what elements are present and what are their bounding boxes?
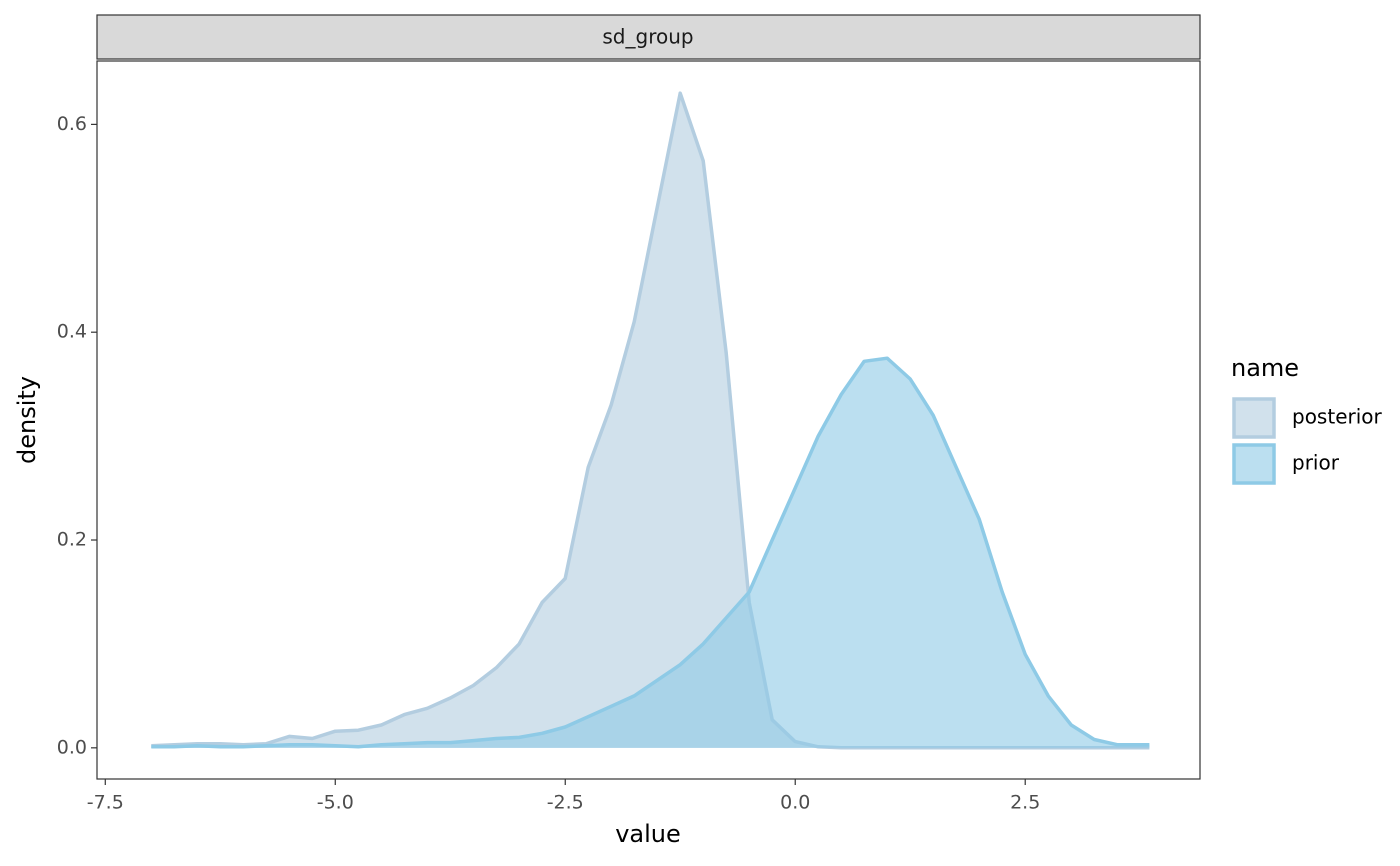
strip-background	[96, 14, 1201, 60]
y-tick-label: 0.6	[57, 113, 87, 135]
x-tick-label: 2.5	[1010, 792, 1040, 814]
strip-label: sd_group	[602, 25, 693, 49]
legend-label: posterior	[1292, 405, 1383, 429]
density-line	[151, 356, 1150, 749]
legend-title: name	[1231, 354, 1299, 382]
x-tick-label: -2.5	[547, 792, 584, 814]
density-area	[151, 358, 1150, 748]
y-tick-label: 0.4	[57, 321, 87, 343]
legend-label: prior	[1292, 451, 1340, 475]
legend-key	[1232, 397, 1276, 439]
y-axis-title: density	[13, 376, 41, 464]
y-tick-label: 0.0	[57, 736, 87, 758]
y-tick-label: 0.2	[57, 529, 87, 551]
x-tick-label: -5.0	[317, 792, 354, 814]
legend-key	[1232, 443, 1276, 485]
panel-border	[96, 60, 1201, 780]
x-tick-label: 0.0	[780, 792, 810, 814]
x-axis-title: value	[615, 820, 681, 848]
x-tick-label: -7.5	[87, 792, 124, 814]
density-area	[151, 93, 1150, 748]
